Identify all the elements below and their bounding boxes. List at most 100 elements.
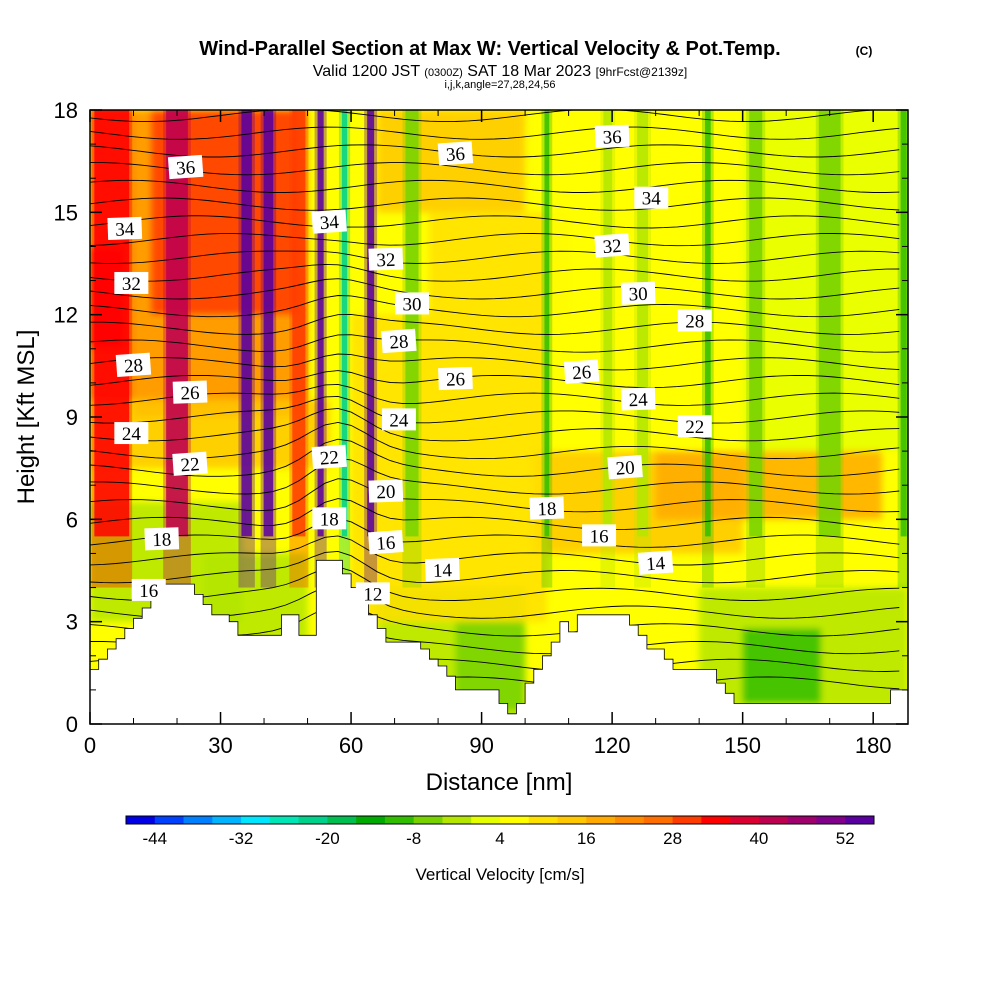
updraft-column-9 <box>544 110 550 537</box>
colorbar-swatch-1 <box>154 816 185 824</box>
theta-label-3: 28 <box>115 352 152 377</box>
isentrope-line-16 <box>90 383 900 406</box>
theta-label-8: 16 <box>131 578 166 602</box>
theta-label-text-28: 24 <box>628 390 648 412</box>
theta-label-box-11 <box>394 292 429 315</box>
colorbar-swatch-18 <box>643 816 674 824</box>
x-axis-label: Distance [nm] <box>426 769 573 796</box>
isentrope-line-27 <box>90 197 900 211</box>
theta-label-text-17: 18 <box>320 509 339 530</box>
theta-label-text-33: 14 <box>645 553 666 575</box>
theta-label-box-4 <box>172 380 208 404</box>
theta-label-text-15: 22 <box>319 447 339 469</box>
theta-label-4: 26 <box>172 380 208 404</box>
theta-label-box-27 <box>563 359 600 384</box>
isentrope-line-7 <box>90 535 900 566</box>
isentrope-line-5 <box>90 566 900 601</box>
theta-label-23: 34 <box>634 186 669 210</box>
isentrope-line-24 <box>90 250 900 264</box>
theta-label-text-29: 22 <box>685 417 704 438</box>
isentrope-line-18 <box>90 353 900 371</box>
isentrope-line-28 <box>90 179 900 193</box>
theta-label-box-17 <box>312 507 347 530</box>
updraft-column-8 <box>405 110 419 537</box>
potential-temperature-contours <box>90 110 900 690</box>
theta-label-2: 32 <box>114 271 149 295</box>
theta-label-29: 22 <box>677 415 712 438</box>
isentrope-line-10 <box>90 478 900 513</box>
colorbar-label: Vertical Velocity [cm/s] <box>415 865 584 884</box>
colorbar-swatch-12 <box>471 816 501 824</box>
theta-label-box-19 <box>425 557 460 582</box>
theta-label-text-12: 28 <box>389 331 409 353</box>
theta-label-box-14 <box>381 408 416 431</box>
theta-label-box-23 <box>634 186 669 209</box>
isentrope-line-23 <box>90 263 900 282</box>
theta-label-box-33 <box>637 550 674 575</box>
isentrope-line-9 <box>90 498 900 531</box>
theta-label-12: 28 <box>381 328 417 354</box>
colorbar-swatch-7 <box>327 816 357 824</box>
colorbar <box>125 815 875 825</box>
isentrope-line-25 <box>90 233 900 247</box>
updraft-column-2 <box>241 110 252 537</box>
theta-label-box-30 <box>607 455 643 480</box>
theta-label-box-10 <box>368 247 404 271</box>
y-tick-label-4: 12 <box>54 303 78 328</box>
x-tick-label-0: 0 <box>84 733 96 758</box>
theta-label-text-3: 28 <box>123 355 143 377</box>
theta-label-box-2 <box>114 271 149 294</box>
theta-label-25: 30 <box>620 281 656 306</box>
updraft-column-3 <box>263 110 274 537</box>
theta-label-text-18: 16 <box>376 533 396 555</box>
x-tick-label-2: 60 <box>339 733 363 758</box>
isentrope-line-29 <box>90 162 900 176</box>
theta-label-box-15 <box>311 444 347 470</box>
theta-label-1: 34 <box>107 216 143 241</box>
y-tick-label-3: 9 <box>66 405 78 430</box>
colorbar-tick-label-3: -8 <box>406 829 421 848</box>
contour-labels: 36 34 32 28 26 24 22 18 16 34 32 30 28 26 24 22 20 18 16 14… <box>107 124 712 605</box>
isentrope-line-8 <box>90 518 900 548</box>
theta-label-7: 18 <box>144 527 180 551</box>
colorbar-swatch-15 <box>557 816 587 824</box>
theta-label-box-18 <box>368 530 404 555</box>
theta-label-text-10: 32 <box>376 250 396 272</box>
theta-label-text-22: 36 <box>602 127 622 149</box>
y-tick-label-2: 6 <box>66 507 78 532</box>
theta-label-text-2: 32 <box>122 274 141 295</box>
theta-label-box-28 <box>620 387 656 411</box>
theta-label-text-27: 26 <box>571 362 591 384</box>
plot-area: 36 34 32 28 26 24 22 18 16 34 32 30 28 26 24 22 20 18 16 14… <box>90 110 908 724</box>
colorbar-swatch-13 <box>500 816 530 824</box>
theta-label-31: 18 <box>529 496 565 520</box>
theta-label-box-7 <box>144 527 180 551</box>
theta-label-32: 16 <box>582 524 617 547</box>
colorbar-swatch-17 <box>615 816 645 824</box>
isentrope-line-20 <box>90 313 900 335</box>
y-tick-label-0: 0 <box>66 712 78 737</box>
colorbar-swatch-8 <box>356 816 386 824</box>
chart-subtitle: Valid 1200 JST (0300Z) SAT 18 Mar 2023 [… <box>313 63 687 80</box>
theta-label-14: 24 <box>381 408 416 431</box>
theta-label-17: 18 <box>312 507 347 530</box>
theta-label-box-25 <box>620 281 656 305</box>
theta-label-22: 36 <box>594 124 630 149</box>
updraft-column-15 <box>900 110 907 537</box>
updraft-column-4 <box>292 110 306 537</box>
updraft-column-7 <box>367 110 375 537</box>
colorbar-tick-label-5: 16 <box>577 829 596 848</box>
updraft-column-10 <box>603 110 613 537</box>
theta-label-text-5: 24 <box>122 424 142 445</box>
subtitle-date: SAT 18 Mar 2023 <box>467 63 591 80</box>
theta-label-box-0 <box>167 154 204 180</box>
theta-label-27: 26 <box>563 359 600 384</box>
theta-label-11: 30 <box>394 292 429 315</box>
subtitle-valid: Valid 1200 JST <box>313 63 421 80</box>
theta-label-text-13: 26 <box>446 369 466 391</box>
theta-label-box-1 <box>107 216 143 240</box>
isentrope-line-12 <box>90 438 900 477</box>
theta-label-33: 14 <box>637 550 674 575</box>
updraft-column-11 <box>637 110 649 537</box>
